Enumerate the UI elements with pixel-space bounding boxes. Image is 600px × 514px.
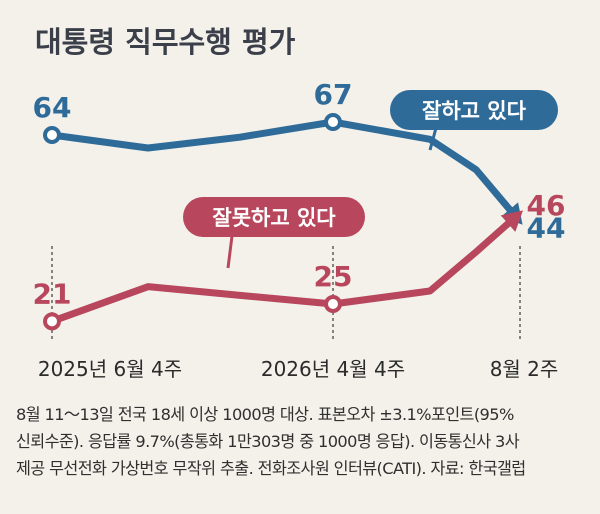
x-tick-label: 8월 2주 [490,357,559,381]
value-label: 44 [527,212,566,245]
x-tick-label: 2025년 6월 4주 [38,357,182,381]
value-label: 25 [314,260,353,293]
value-labels: 64 67 44 21 25 46 [33,78,566,310]
series-line [48,220,512,325]
footnote-line: 제공 무선전화 가상번호 무작위 추출. 전화조사원 인터뷰(CATI). 자료… [16,459,526,478]
footnote: 8월 11～13일 전국 18세 이상 1000명 대상. 표본오차 ±3.1%… [16,401,588,482]
series-line [48,118,514,213]
value-label: 67 [314,78,353,111]
series-arrowhead [500,210,523,232]
data-point-marker [43,312,61,331]
line-chart: 대통령 직무수행 평가 잘하고 있다 잘못하고 있다 64 6744212546 … [33,25,566,381]
approve-callout: 잘하고 있다 [390,90,558,151]
disapprove-callout-label: 잘못하고 있다 [212,206,336,230]
disapprove-callout: 잘못하고 있다 [183,197,365,269]
footnote-line: 8월 11～13일 전국 18세 이상 1000명 대상. 표본오차 ±3.1%… [16,405,514,424]
data-point-marker [43,126,61,144]
value-label: 21 [33,277,72,310]
data-point-marker [324,113,342,131]
series-markers [43,113,342,331]
data-point-marker [324,295,342,313]
approve-callout-label: 잘하고 있다 [422,99,527,123]
footnote-line: 신뢰수준). 응답률 9.7%(총통화 1만303명 중 1000명 응답). … [16,432,520,451]
x-tick-label: 2026년 4월 4주 [261,357,405,381]
value-label: 64 [33,91,72,124]
chart-title: 대통령 직무수행 평가 [35,25,296,59]
value-label: 46 [527,189,566,222]
x-axis-labels: 2025년 6월 4주 2026년 4월 4주 8월 2주 [38,357,558,381]
